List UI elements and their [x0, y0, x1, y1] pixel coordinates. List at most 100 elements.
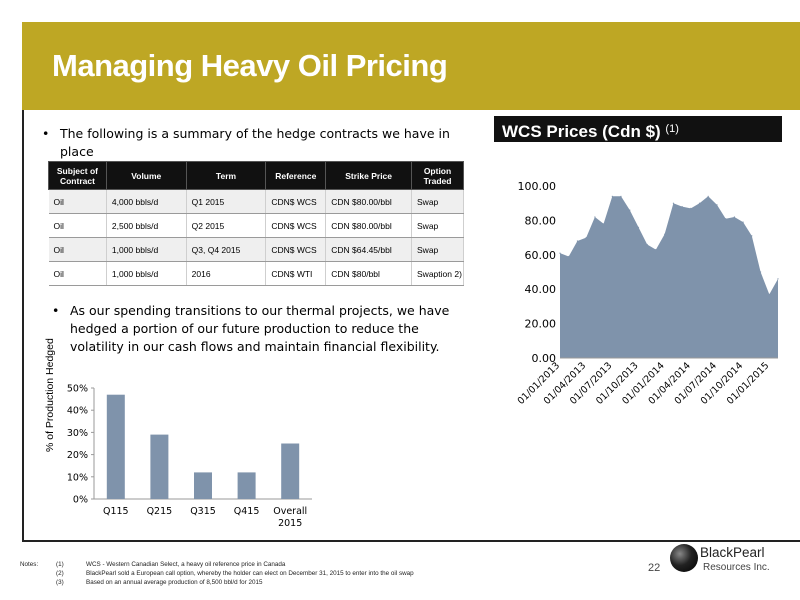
- footnote-item: (2) BlackPearl sold a European call optio…: [56, 569, 414, 578]
- wcs-data-point: [751, 235, 753, 237]
- bullet-text: As our spending transitions to our therm…: [70, 303, 450, 354]
- table-cell: Oil: [48, 213, 107, 238]
- bar: [237, 472, 256, 499]
- bullet-marker: •: [52, 303, 60, 318]
- bar: [281, 443, 300, 499]
- table-cell: Swap: [411, 237, 464, 262]
- y-tick-label: 40.00: [525, 283, 557, 296]
- wcs-data-point: [594, 216, 596, 218]
- table-cell: CDN$ WCS: [265, 189, 327, 214]
- pearl-logo-icon: [670, 544, 698, 572]
- table-cell: Oil: [48, 261, 107, 286]
- bar-chart-y-axis-label: % of Production Hedged: [44, 338, 56, 452]
- footnote-item: (1) WCS - Western Canadian Select, a heav…: [56, 560, 285, 569]
- wcs-data-point: [655, 249, 657, 251]
- table-row: Oil 2,500 bbls/d Q2 2015 CDN$ WCS CDN $8…: [48, 213, 464, 238]
- wcs-data-point: [672, 202, 674, 204]
- table-cell: CDN$ WTI: [265, 261, 327, 286]
- x-category-label: Q315: [190, 506, 216, 517]
- wcs-data-point: [777, 278, 779, 280]
- wcs-data-point: [760, 271, 762, 273]
- wcs-data-point: [585, 237, 587, 239]
- bar: [150, 434, 169, 499]
- table-cell: CDN$ WCS: [265, 213, 327, 238]
- wcs-data-point: [646, 243, 648, 246]
- production-hedged-bar-chart: 0% 10% 20% 30% 40% 50% Q115 Q215 Q315 Q415 Overall…: [67, 384, 312, 529]
- y-tick-label: 50%: [67, 384, 88, 395]
- page-number: 22: [648, 562, 661, 574]
- table-cell: Q2 2015: [186, 213, 267, 238]
- wcs-data-point: [559, 252, 561, 254]
- table-cell: Swap: [411, 189, 464, 214]
- hedge-contracts-table: Subject of Contract Volume Term Referenc…: [48, 161, 464, 286]
- wcs-data-point: [768, 293, 770, 295]
- wcs-data-point: [611, 195, 613, 197]
- wcs-header-note-ref: (1): [665, 123, 679, 135]
- y-tick-label: 0.00: [532, 352, 557, 365]
- wcs-data-point: [664, 233, 666, 235]
- y-tick-label: 20%: [67, 450, 88, 461]
- frame-bottom-rule: [22, 540, 800, 542]
- table-cell: 1,000 bbls/d: [106, 237, 187, 262]
- table-cell: CDN$ WCS: [265, 237, 327, 262]
- y-tick-label: 20.00: [525, 318, 557, 331]
- wcs-data-point: [603, 223, 605, 225]
- wcs-data-point: [698, 202, 701, 204]
- table-cell: Q1 2015: [186, 189, 267, 214]
- footnote-item: (3) Based on an annual average production…: [56, 578, 262, 587]
- bar: [106, 394, 125, 499]
- column-header: Strike Price: [325, 161, 413, 190]
- table-cell: 1,000 bbls/d: [106, 261, 187, 286]
- column-header: Volume: [105, 161, 187, 190]
- wcs-data-point: [716, 204, 718, 206]
- wcs-data-point: [742, 221, 744, 223]
- x-category-label: Overall: [273, 506, 307, 517]
- wcs-data-point: [629, 209, 631, 211]
- wcs-data-point: [725, 218, 727, 220]
- company-logo: BlackPearl Resources Inc.: [670, 540, 790, 580]
- bullet-marker: •: [42, 126, 50, 141]
- x-category-label: Q215: [147, 506, 173, 517]
- table-cell: Q3, Q4 2015: [186, 237, 267, 262]
- wcs-prices-header: WCS Prices (Cdn $) (1): [494, 116, 782, 142]
- wcs-data-point: [681, 206, 683, 208]
- table-cell: CDN $64.45/bbl: [325, 237, 413, 262]
- column-header: Term: [185, 161, 267, 190]
- table-cell: CDN $80.00/bbl: [325, 213, 413, 238]
- bullet-text: The following is a summary of the hedge …: [60, 126, 450, 159]
- bar: [194, 472, 212, 499]
- wcs-data-point: [568, 255, 570, 258]
- footnote-number: (3): [56, 579, 64, 586]
- wcs-price-area-chart: 0.0020.0040.0060.0080.00100.0001/01/2013…: [516, 180, 779, 407]
- wcs-header-title: WCS Prices (Cdn $): [502, 122, 666, 141]
- frame-left-rule: [22, 110, 24, 542]
- wcs-data-point: [620, 195, 622, 197]
- footnotes-label: Notes:: [20, 561, 39, 568]
- y-tick-label: 40%: [67, 406, 88, 417]
- y-tick-label: 0%: [73, 495, 88, 506]
- footnote-number: (2): [56, 570, 64, 577]
- y-tick-label: 80.00: [525, 214, 557, 227]
- footnote-text: WCS - Western Canadian Select, a heavy o…: [86, 561, 286, 568]
- table-cell: CDN $80.00/bbl: [325, 189, 413, 214]
- wcs-data-point: [576, 240, 578, 242]
- table-row: Oil 1,000 bbls/d 2016 CDN$ WTI CDN $80/b…: [48, 261, 464, 286]
- table-cell: 2,500 bbls/d: [106, 213, 187, 238]
- y-tick-label: 100.00: [518, 180, 557, 193]
- y-tick-label: 60.00: [525, 249, 557, 262]
- column-header: Reference: [265, 161, 327, 190]
- logo-name: BlackPearl: [700, 545, 765, 560]
- wcs-data-point: [637, 226, 640, 228]
- x-category-label: 2015: [278, 518, 302, 529]
- x-category-label: Q115: [103, 506, 129, 517]
- footnote-text: Based on an annual average production of…: [86, 579, 263, 586]
- footnote-text: BlackPearl sold a European call option, …: [86, 570, 414, 577]
- table-cell: CDN $80/bbl: [325, 261, 413, 286]
- column-header: Subject of Contract: [48, 161, 107, 190]
- wcs-price-area: [560, 196, 778, 358]
- wcs-data-point: [690, 207, 692, 209]
- table-header-row: Subject of Contract Volume Term Referenc…: [48, 161, 464, 190]
- y-tick-label: 30%: [67, 428, 88, 439]
- wcs-data-point: [733, 216, 735, 218]
- wcs-data-point: [707, 195, 709, 197]
